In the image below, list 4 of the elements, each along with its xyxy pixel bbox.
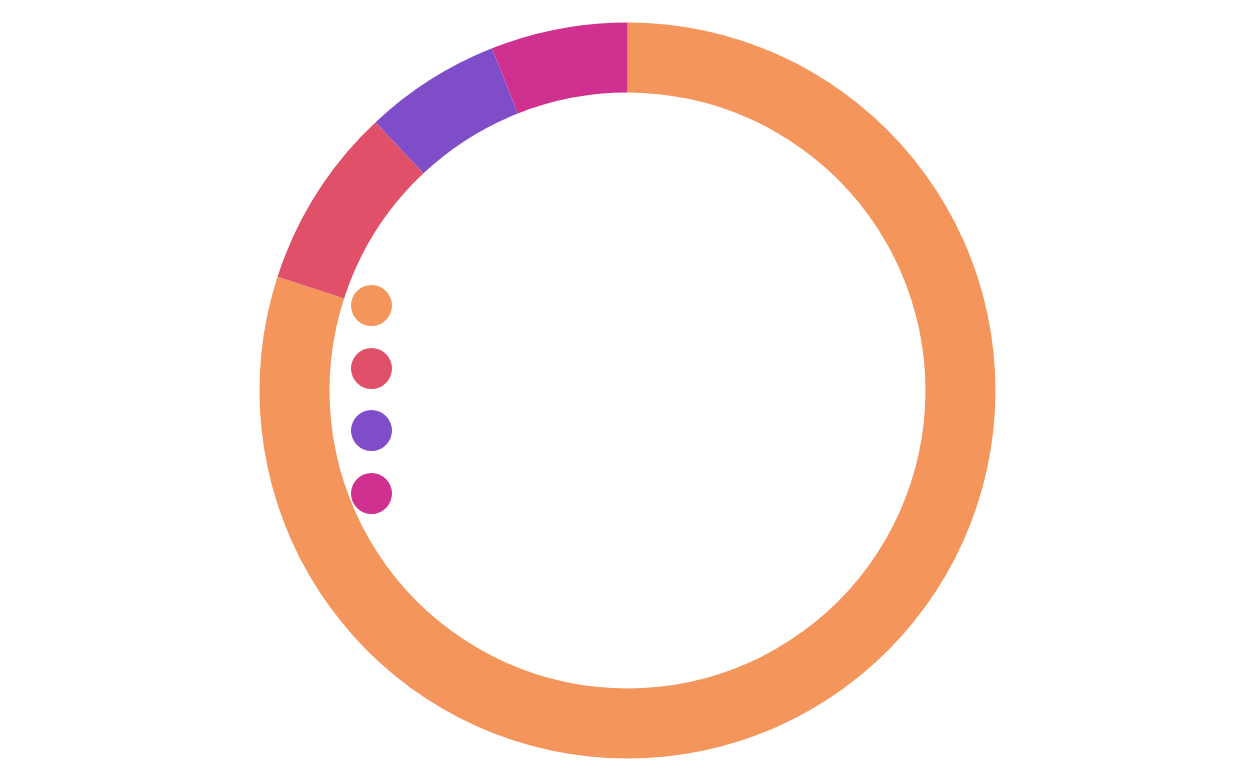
donut-slice — [375, 48, 518, 174]
donut-slice — [260, 22, 996, 759]
donut-slice — [492, 22, 628, 114]
donut-slice — [277, 122, 424, 299]
